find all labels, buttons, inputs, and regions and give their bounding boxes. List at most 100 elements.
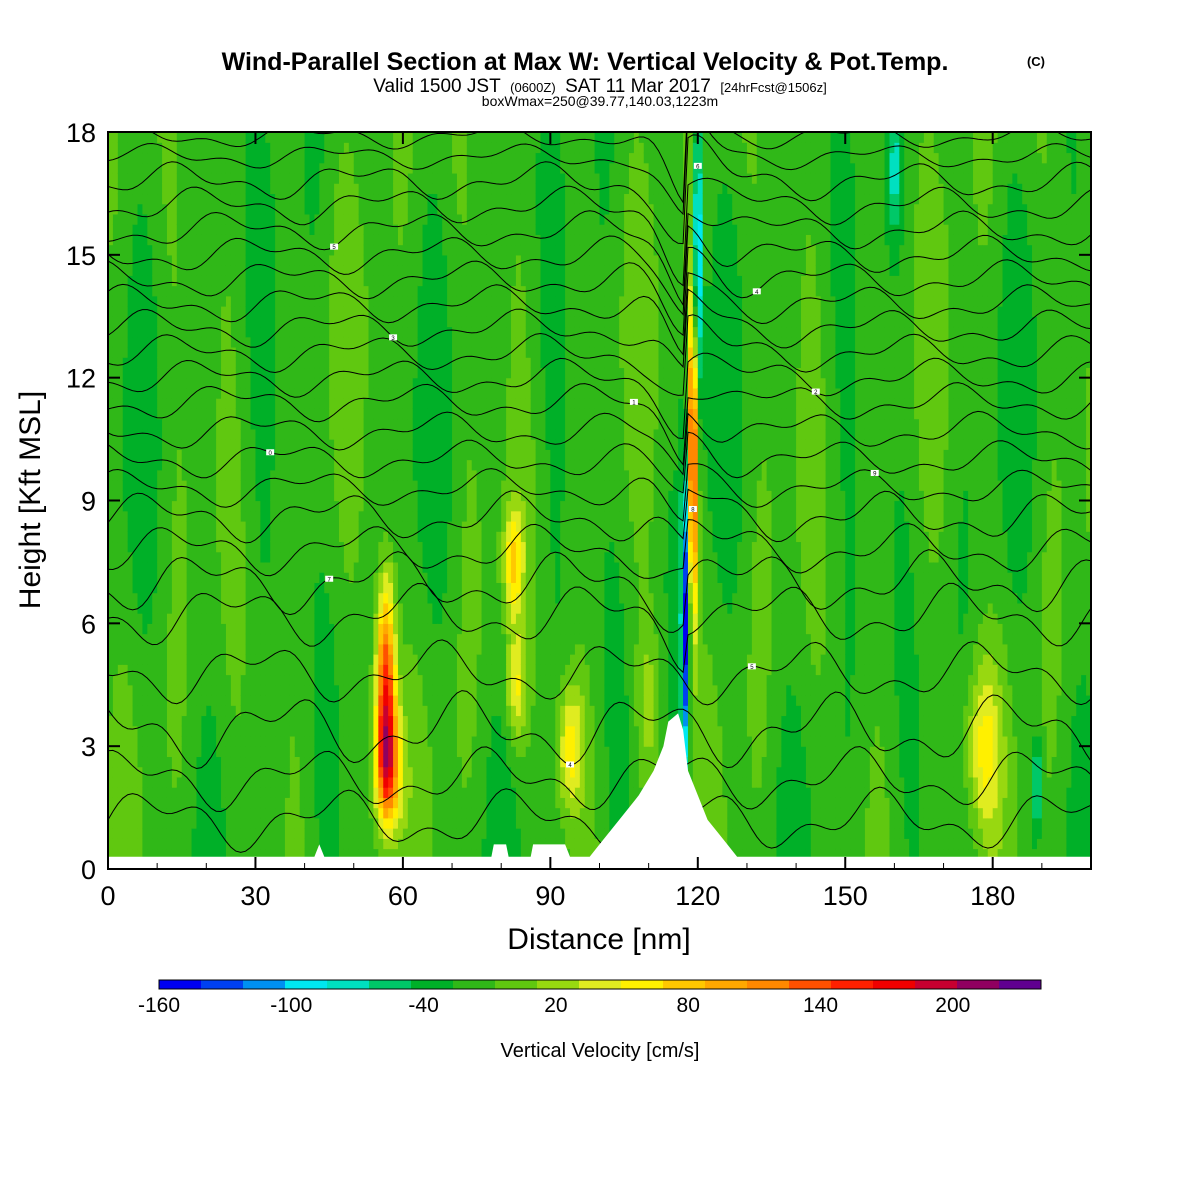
heatmap-cell (142, 449, 148, 461)
heatmap-cell (181, 623, 188, 635)
heatmap-cell (319, 817, 325, 829)
heatmap-cell (412, 224, 419, 235)
heatmap-cell (329, 285, 335, 297)
heatmap-cell (447, 664, 453, 676)
heatmap-cell (152, 398, 158, 409)
heatmap-cell (186, 285, 193, 297)
heatmap-cell (442, 838, 448, 850)
heatmap-cell (422, 234, 429, 246)
heatmap-cell (348, 817, 355, 829)
heatmap-cell (142, 838, 148, 850)
heatmap-cell (122, 203, 129, 215)
heatmap-cell (422, 684, 429, 696)
heatmap-cell (235, 459, 242, 471)
heatmap-cell (294, 541, 301, 553)
heatmap-cell (289, 213, 296, 225)
heatmap-cell (363, 510, 370, 522)
heatmap-cell (324, 735, 330, 747)
heatmap-cell (422, 377, 429, 389)
heatmap-cell (127, 664, 134, 676)
heatmap-cell (309, 480, 316, 491)
heatmap-cell (157, 336, 163, 348)
heatmap-cell (275, 613, 281, 624)
heatmap-cell (196, 480, 202, 491)
heatmap-cell (319, 469, 325, 481)
heatmap-cell (363, 490, 370, 502)
heatmap-cell (112, 213, 119, 225)
heatmap-cell (329, 387, 335, 399)
heatmap-cell (225, 183, 232, 195)
heatmap-cell (157, 285, 163, 297)
heatmap-cell (216, 439, 222, 450)
heatmap-cell (432, 561, 438, 573)
heatmap-cell (147, 623, 153, 635)
heatmap-cell (162, 766, 168, 778)
heatmap-cell (108, 838, 114, 850)
heatmap-cell (432, 848, 438, 860)
heatmap-cell (373, 705, 379, 717)
heatmap-cell (432, 162, 438, 174)
heatmap-cell (299, 756, 306, 768)
heatmap-cell (314, 377, 320, 389)
heatmap-cell (407, 623, 414, 635)
heatmap-cell (265, 582, 271, 594)
heatmap-cell (358, 326, 365, 338)
heatmap-cell (127, 439, 134, 450)
heatmap-cell (147, 705, 153, 717)
heatmap-cell (412, 357, 419, 369)
heatmap-cell (284, 582, 291, 594)
heatmap-cell (162, 193, 168, 205)
heatmap-cell (112, 408, 119, 420)
heatmap-cell (324, 377, 330, 389)
heatmap-cell (368, 520, 375, 532)
heatmap-cell (407, 551, 414, 563)
heatmap-cell (442, 602, 448, 614)
heatmap-cell (108, 633, 114, 645)
heatmap-cell (181, 285, 188, 297)
heatmap-cell (427, 428, 433, 440)
heatmap-cell (289, 132, 296, 143)
heatmap-cell (289, 776, 296, 788)
heatmap-cell (275, 162, 281, 174)
heatmap-cell (324, 797, 330, 809)
heatmap-cell (152, 838, 158, 850)
heatmap-cell (329, 807, 335, 819)
heatmap-cell (299, 152, 306, 164)
heatmap-cell (112, 787, 119, 798)
heatmap-cell (240, 316, 247, 328)
heatmap-cell (329, 725, 335, 737)
heatmap-cell (334, 398, 340, 409)
heatmap-cell (221, 480, 227, 491)
heatmap-cell (142, 469, 148, 481)
heatmap-cell (427, 203, 433, 215)
heatmap-cell (304, 500, 311, 512)
heatmap-cell (230, 418, 237, 430)
heatmap-cell (255, 643, 261, 655)
heatmap-cell (343, 213, 350, 225)
heatmap-cell (245, 398, 252, 409)
heatmap-cell (388, 408, 394, 420)
heatmap-cell (206, 398, 212, 409)
heatmap-cell (127, 654, 134, 665)
heatmap-cell (108, 357, 114, 369)
heatmap-cell (152, 439, 158, 450)
heatmap-cell (221, 787, 227, 798)
heatmap-cell (166, 203, 173, 215)
heatmap-cell (314, 234, 320, 246)
heatmap-cell (112, 387, 119, 399)
heatmap-cell (412, 162, 419, 174)
heatmap-cell (388, 746, 394, 758)
heatmap-cell (221, 705, 227, 717)
heatmap-cell (157, 398, 163, 409)
heatmap-cell (299, 275, 306, 287)
heatmap-cell (108, 265, 114, 276)
heatmap-cell (329, 633, 335, 645)
heatmap-cell (334, 828, 340, 839)
heatmap-cell (407, 561, 414, 573)
heatmap-cell (221, 766, 227, 778)
heatmap-cell (186, 633, 193, 645)
heatmap-cell (299, 254, 306, 266)
heatmap-cell (245, 326, 252, 338)
heatmap-cell (191, 480, 198, 491)
heatmap-cell (427, 500, 433, 512)
